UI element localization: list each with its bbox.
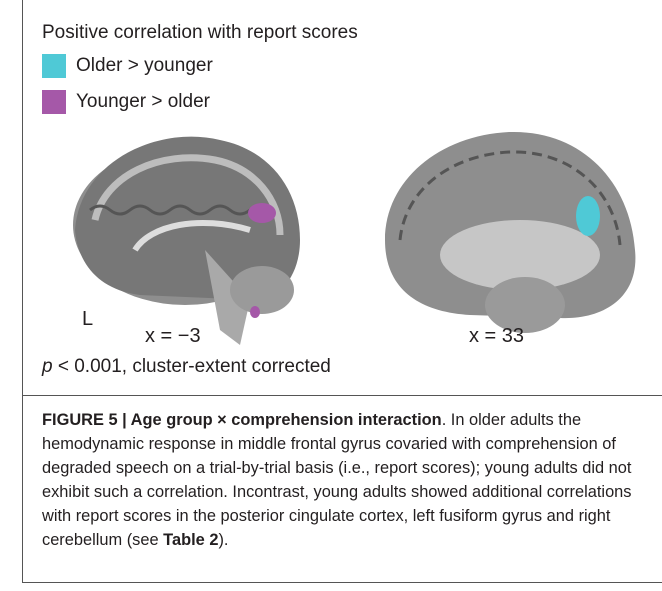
legend-label: Younger > older: [76, 91, 210, 113]
activation-blob: [576, 196, 600, 236]
brain-slice-right: [385, 132, 635, 333]
activation-blob: [250, 306, 260, 318]
slice-label: x = 33: [469, 325, 524, 348]
legend-item: Older > younger: [42, 54, 213, 78]
table-ref: Table 2: [163, 531, 218, 549]
threshold-text: < 0.001, cluster-extent corrected: [53, 356, 331, 377]
legend-title: Positive correlation with report scores: [42, 22, 358, 44]
divider: [22, 395, 662, 396]
hemisphere-label: L: [82, 308, 93, 331]
legend-swatch: [42, 90, 66, 114]
p-symbol: p: [42, 356, 53, 377]
caption-end: ).: [218, 531, 228, 549]
brain-slice-left: [73, 137, 300, 345]
slice-label: x = −3: [145, 325, 201, 348]
caption: FIGURE 5 | Age group × comprehension int…: [42, 408, 654, 552]
caption-text: . In older adults the hemodynamic respon…: [42, 411, 632, 549]
caption-label: FIGURE 5 | Age group × comprehension int…: [42, 411, 442, 429]
threshold-note: p < 0.001, cluster-extent corrected: [42, 356, 331, 378]
legend-swatch: [42, 54, 66, 78]
legend-label: Older > younger: [76, 55, 213, 77]
page: Positive correlation with report scores …: [0, 0, 662, 591]
activation-blob: [248, 203, 276, 223]
legend-item: Younger > older: [42, 90, 210, 114]
